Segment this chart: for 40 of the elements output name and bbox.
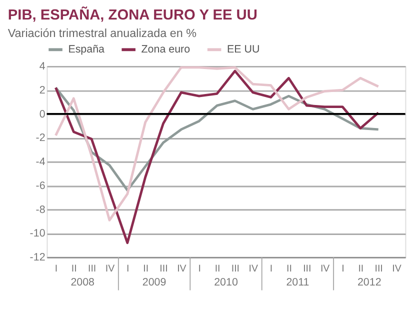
y-tick-label: 2: [39, 84, 46, 96]
x-tick-label: III: [374, 263, 383, 274]
y-tick-label: -2: [36, 132, 46, 144]
chart-title: PIB, ESPAÑA, ZONA EURO Y EE UU: [8, 6, 258, 24]
text: 2012: [357, 276, 382, 288]
x-tick-label: III: [88, 263, 96, 274]
x-tick-label: I: [54, 263, 58, 274]
text: 2011: [286, 276, 310, 288]
y-tick-label: 4: [39, 60, 46, 73]
chart-subtitle: Variación trimestral anualizada en %: [8, 26, 196, 40]
x-tick-label: III: [160, 263, 168, 274]
text: 2010: [214, 276, 238, 288]
text: 2009: [142, 276, 166, 288]
y-tick-label: 0: [39, 108, 46, 120]
x-tick-label: II: [358, 263, 364, 274]
legend-label: EE UU: [226, 44, 260, 56]
x-tick-label: I: [126, 263, 130, 274]
x-tick-label: II: [143, 263, 149, 274]
x-tick-label: III: [303, 263, 312, 274]
text: 2008: [70, 276, 95, 288]
x-tick-label: I: [198, 263, 201, 274]
x-tick-label: II: [71, 263, 77, 274]
x-tick-label: I: [270, 263, 273, 274]
x-tick-label: IV: [177, 263, 187, 274]
legend-label: Zona euro: [141, 44, 190, 56]
y-tick-label: -10: [30, 228, 46, 240]
x-tick-label: IV: [105, 263, 116, 274]
y-tick-label: -8: [36, 204, 46, 216]
y-tick-label: -4: [36, 156, 46, 168]
x-tick-label: III: [231, 263, 240, 274]
x-tick-label: II: [214, 263, 220, 274]
y-tick-label: -12: [30, 252, 46, 264]
y-tick-label: -6: [36, 180, 46, 192]
x-tick-label: II: [286, 263, 292, 274]
x-tick-label: IV: [392, 263, 402, 274]
x-tick-label: IV: [248, 263, 258, 274]
line-series: [54, 86, 380, 192]
legend-label: España: [68, 44, 105, 56]
x-tick-label: IV: [320, 263, 330, 274]
x-tick-label: I: [342, 263, 344, 274]
